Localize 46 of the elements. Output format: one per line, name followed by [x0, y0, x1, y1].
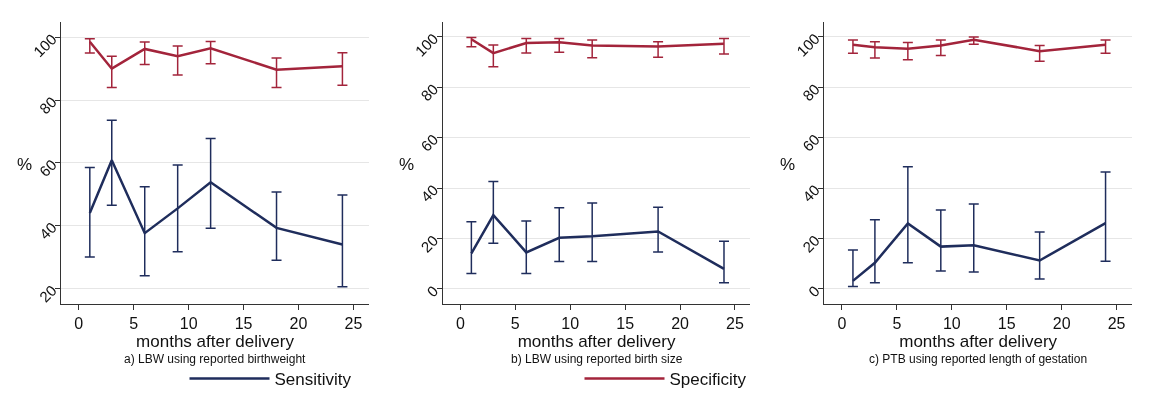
- x-tick-label: 20: [289, 315, 308, 333]
- y-tick-label: 80: [417, 80, 442, 105]
- x-tick-label: 15: [997, 315, 1016, 333]
- x-tick-label: 5: [892, 315, 902, 333]
- x-axis-title: months after delivery: [136, 332, 295, 352]
- y-tick-label: 40: [35, 218, 60, 243]
- text: a) LBW using reported birthweight: [124, 352, 307, 366]
- y-tick-label: 40: [417, 181, 442, 206]
- x-tick-label: 15: [616, 315, 635, 333]
- legend-label: Sensitivity: [274, 370, 352, 390]
- x-tick-label: 0: [74, 315, 84, 333]
- y-tick-label: 100: [793, 29, 823, 60]
- x-tick-label: 25: [726, 315, 744, 333]
- text: b) LBW using reported birth size: [511, 352, 683, 366]
- x-tick-label: 0: [455, 315, 465, 333]
- y-tick-label: 20: [417, 231, 442, 256]
- y-tick-label: 80: [798, 80, 823, 105]
- x-tick-label: 10: [942, 315, 961, 333]
- x-tick-label: 5: [510, 315, 520, 333]
- x-tick-label: 10: [561, 315, 580, 333]
- y-tick-label: 60: [798, 130, 823, 155]
- x-tick-label: 20: [671, 315, 690, 333]
- x-tick-label: 25: [344, 315, 363, 333]
- y-axis-title: %: [17, 155, 33, 174]
- legend-label: Specificity: [669, 370, 747, 390]
- y-axis-title: %: [399, 155, 415, 174]
- y-tick-label: 20: [35, 281, 60, 306]
- x-tick-label: 25: [1107, 315, 1126, 333]
- y-axis-title: %: [780, 155, 796, 174]
- x-tick-label: 0: [837, 315, 847, 333]
- x-axis-title: months after delivery: [899, 332, 1058, 352]
- x-axis-title: months after delivery: [517, 332, 676, 352]
- y-tick-label: 80: [35, 93, 60, 118]
- y-tick-label: 60: [35, 156, 60, 180]
- y-tick-label: 20: [798, 231, 823, 256]
- y-tick-label: 0: [423, 282, 442, 301]
- x-tick-label: 5: [129, 315, 139, 333]
- y-tick-label: 0: [804, 282, 823, 301]
- y-tick-label: 100: [411, 29, 442, 60]
- y-tick-label: 40: [798, 181, 823, 206]
- y-tick-label: 100: [29, 30, 60, 61]
- y-tick-label: 60: [417, 130, 442, 155]
- x-tick-label: 10: [179, 315, 198, 333]
- text: c) PTB using reported length of gestation: [869, 352, 1088, 366]
- x-tick-label: 20: [1052, 315, 1071, 333]
- x-tick-label: 15: [234, 315, 253, 333]
